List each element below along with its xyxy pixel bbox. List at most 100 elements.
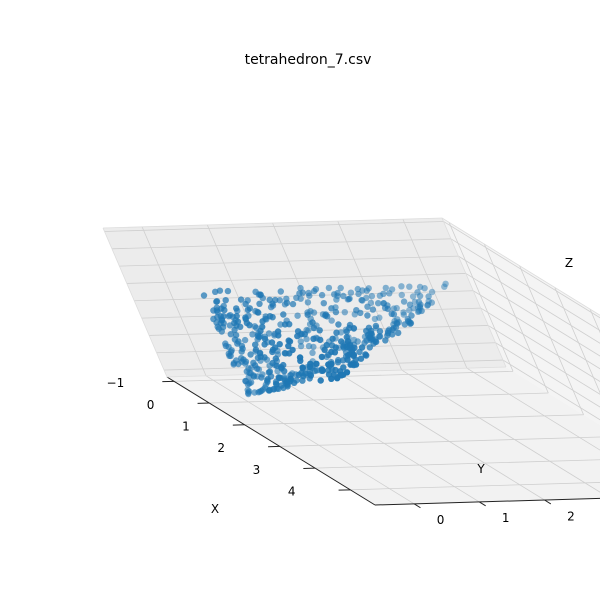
data-point [372,316,378,322]
data-point [305,312,311,318]
x-tick-label: −1 [107,376,125,390]
data-point [246,322,252,328]
data-point [375,300,381,306]
x-tick-label: 3 [253,463,261,477]
y-tick-label: 1 [502,511,510,525]
data-point [225,288,231,294]
data-point [280,311,286,317]
data-point [252,342,258,348]
data-point [269,339,275,345]
data-point [401,298,407,304]
data-point [417,293,423,299]
data-point [391,311,397,317]
data-point [419,308,425,314]
data-point [367,344,373,350]
data-point [252,323,258,329]
data-point [269,314,275,320]
data-point [278,288,284,294]
data-point [383,285,389,291]
data-point [256,334,262,340]
chart-title: tetrahedron_7.csv [245,52,372,68]
data-point [313,361,319,367]
data-point [246,388,252,394]
x-tick-label: 2 [217,441,225,455]
data-point [373,323,379,329]
data-point [214,298,220,304]
data-point [249,331,255,337]
data-point [395,330,401,336]
data-point [321,300,327,306]
data-point [355,291,361,297]
data-point [318,377,324,383]
data-point [359,344,365,350]
data-point [310,336,316,342]
data-point [261,354,267,360]
data-point [255,309,261,315]
data-point [294,313,300,319]
data-point [333,330,339,336]
data-point [233,332,239,338]
data-point [331,291,337,297]
data-point [221,307,227,313]
data-point [262,336,268,342]
data-point [380,291,386,297]
data-point [225,344,231,350]
data-point [424,302,430,308]
data-point [311,325,317,331]
data-point [370,306,376,312]
data-point [325,361,331,367]
data-point [319,292,325,298]
data-point [328,376,334,382]
data-point [308,372,314,378]
data-point [212,289,218,295]
data-point [357,310,363,316]
data-point [248,379,254,385]
data-point [382,337,388,343]
data-point [353,361,359,367]
data-point [306,343,312,349]
data-point [250,372,256,378]
data-point [335,321,341,327]
data-point [342,309,348,315]
data-point [296,290,302,296]
data-point [257,292,263,298]
z-axis-label: Z [565,256,573,270]
data-point [233,305,239,311]
data-point [242,337,248,343]
data-point [281,368,287,374]
data-point [243,316,249,322]
data-point [305,290,311,296]
x-tick-label: 0 [147,398,155,412]
data-point [250,360,256,366]
data-point [328,349,334,355]
data-point [442,281,448,287]
data-point [389,331,395,337]
data-point [284,300,290,306]
y-tick-label: 2 [567,509,575,523]
x-tick-label: 4 [288,485,296,499]
data-point [290,301,296,307]
data-point [319,354,325,360]
data-point [220,313,226,319]
data-point [369,336,375,342]
data-point [297,354,303,360]
y-axis-label: Y [476,462,485,476]
data-point [287,372,293,378]
data-point [334,375,340,381]
data-point [239,343,245,349]
data-point [425,293,431,299]
data-point [234,313,240,319]
data-point [277,341,283,347]
data-point [364,312,370,318]
data-point [275,332,281,338]
y-tick-label: 0 [437,513,445,527]
data-point [260,386,266,392]
data-point [358,297,364,303]
data-point [398,283,404,289]
data-point [223,297,229,303]
data-point [309,319,315,325]
data-point [348,290,354,296]
x-axis-label: X [211,502,219,516]
